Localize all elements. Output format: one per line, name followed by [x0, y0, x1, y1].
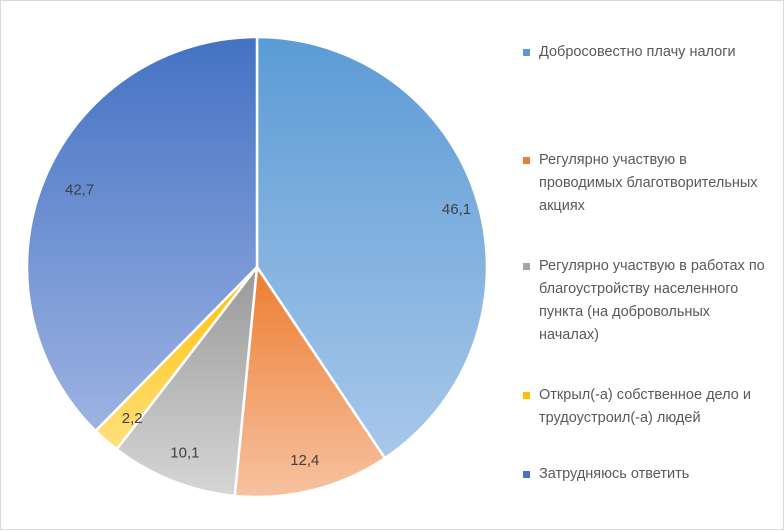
legend-label: Затрудняюсь ответить: [539, 466, 690, 482]
legend-marker-icon: [523, 263, 530, 270]
legend-marker-icon: [523, 392, 530, 399]
slice-data-label: 46,1: [442, 201, 471, 218]
pie-slice: [25, 35, 259, 433]
pie-slices: [25, 35, 489, 499]
legend-marker-icon: [523, 471, 530, 478]
legend-item-taxes: Добросовестно плачу налоги: [523, 41, 773, 64]
legend-label: Добросовестно плачу налоги: [539, 44, 736, 60]
legend-item-charity: Регулярно участвую в проводимых благотво…: [523, 149, 773, 218]
slice-data-label: 42,7: [65, 182, 94, 199]
slice-data-label: 12,4: [290, 452, 319, 469]
legend-item-undecided: Затрудняюсь ответить: [523, 463, 773, 486]
slice-data-label: 2,2: [122, 410, 143, 427]
legend-item-business: Открыл(-а) собственное дело и трудоустро…: [523, 384, 773, 430]
slice-data-label: 10,1: [170, 444, 199, 461]
pie-slice: [115, 265, 259, 498]
legend-label: Открыл(-а) собственное дело и трудоустро…: [539, 387, 751, 426]
legend-marker-icon: [523, 49, 530, 56]
legend-label: Регулярно участвую в работах по благоуст…: [539, 258, 765, 343]
pie-data-labels: 46,1 12,4 10,1 2,2 42,7: [65, 182, 471, 469]
legend-item-improvement: Регулярно участвую в работах по благоуст…: [523, 255, 773, 347]
legend-label: Регулярно участвую в проводимых благотво…: [539, 152, 758, 214]
pie-slice: [233, 265, 387, 499]
legend-marker-icon: [523, 157, 530, 164]
